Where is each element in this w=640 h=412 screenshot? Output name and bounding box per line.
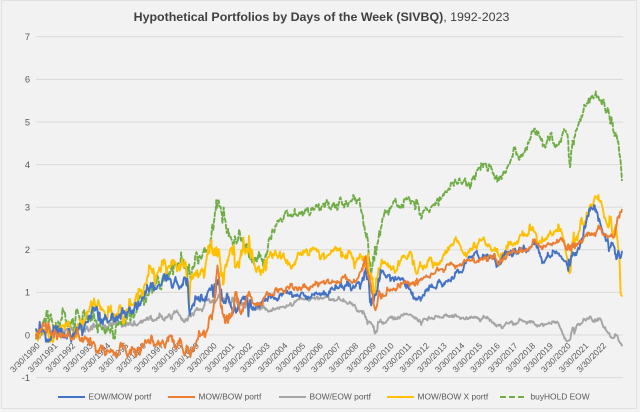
svg-text:MOW/BOW portf: MOW/BOW portf — [199, 391, 262, 401]
svg-text:BOW/EOW portf: BOW/EOW portf — [310, 391, 372, 401]
svg-text:EOW/MOW portf: EOW/MOW portf — [89, 391, 152, 401]
svg-text:7: 7 — [25, 32, 30, 42]
svg-text:6: 6 — [25, 75, 30, 85]
svg-text:5: 5 — [25, 117, 30, 127]
svg-text:0: 0 — [25, 330, 30, 340]
svg-text:Hypothetical Portfolios by Day: Hypothetical Portfolios by Days of the W… — [134, 10, 510, 24]
svg-text:-1: -1 — [22, 373, 30, 383]
svg-text:2: 2 — [25, 245, 30, 255]
svg-text:4: 4 — [25, 160, 30, 170]
svg-text:MOW/BOW X portf: MOW/BOW X portf — [418, 391, 489, 401]
svg-text:1: 1 — [25, 288, 30, 298]
svg-text:buyHOLD EOW: buyHOLD EOW — [531, 391, 590, 401]
svg-text:3: 3 — [25, 203, 30, 213]
